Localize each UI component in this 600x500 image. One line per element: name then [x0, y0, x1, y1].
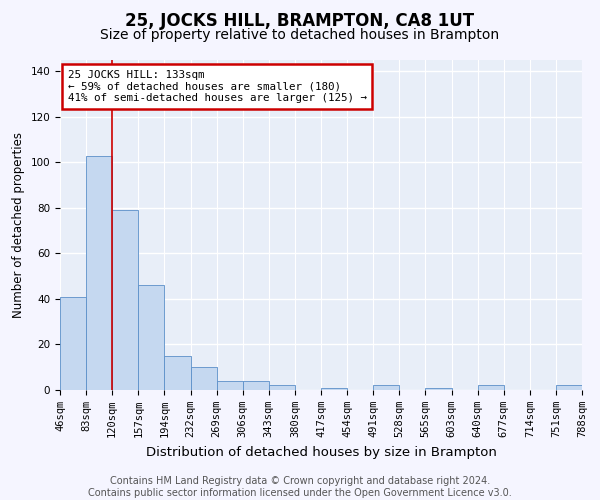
Bar: [478, 386, 504, 390]
Text: Contains HM Land Registry data © Crown copyright and database right 2024.
Contai: Contains HM Land Registry data © Crown c…: [88, 476, 512, 498]
X-axis label: Distribution of detached houses by size in Brampton: Distribution of detached houses by size …: [146, 446, 496, 458]
Y-axis label: Number of detached properties: Number of detached properties: [12, 132, 25, 318]
Text: Size of property relative to detached houses in Brampton: Size of property relative to detached ho…: [100, 28, 500, 42]
Text: 25, JOCKS HILL, BRAMPTON, CA8 1UT: 25, JOCKS HILL, BRAMPTON, CA8 1UT: [125, 12, 475, 30]
Bar: [321, 388, 347, 390]
Bar: [269, 386, 295, 390]
Bar: [425, 388, 452, 390]
Bar: [242, 381, 269, 390]
Bar: [164, 356, 191, 390]
Bar: [556, 386, 582, 390]
Bar: [86, 156, 112, 390]
Bar: [191, 367, 217, 390]
Bar: [373, 386, 400, 390]
Bar: [217, 381, 243, 390]
Bar: [139, 286, 164, 390]
Bar: [112, 210, 139, 390]
Bar: [60, 296, 86, 390]
Text: 25 JOCKS HILL: 133sqm
← 59% of detached houses are smaller (180)
41% of semi-det: 25 JOCKS HILL: 133sqm ← 59% of detached …: [68, 70, 367, 103]
